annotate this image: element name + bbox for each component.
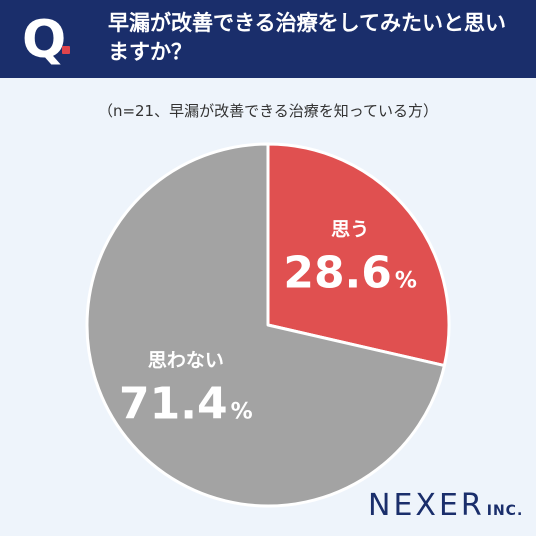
company-logo: NEXER INC. [368,488,523,523]
slice-value-0: 28.6% [283,248,417,299]
question-header: Q 早漏が改善できる治療をしてみたいと思いますか？ [0,0,536,78]
q-mark: Q [22,10,67,70]
slice-label-1: 思わない [148,349,224,371]
q-dot-icon [62,46,70,54]
pie-slice-1 [85,142,446,508]
logo-main: NEXER [368,488,485,523]
slice-label-0: 思う [331,219,369,241]
slice-value-1: 71.4% [119,378,253,429]
pie-slice-0 [266,142,451,368]
logo-sub: INC. [486,503,524,519]
chart-subtitle: （n=21、早漏が改善できる治療を知っている方） [97,102,439,120]
question-text: 早漏が改善できる治療をしてみたいと思いますか？ [108,11,506,64]
